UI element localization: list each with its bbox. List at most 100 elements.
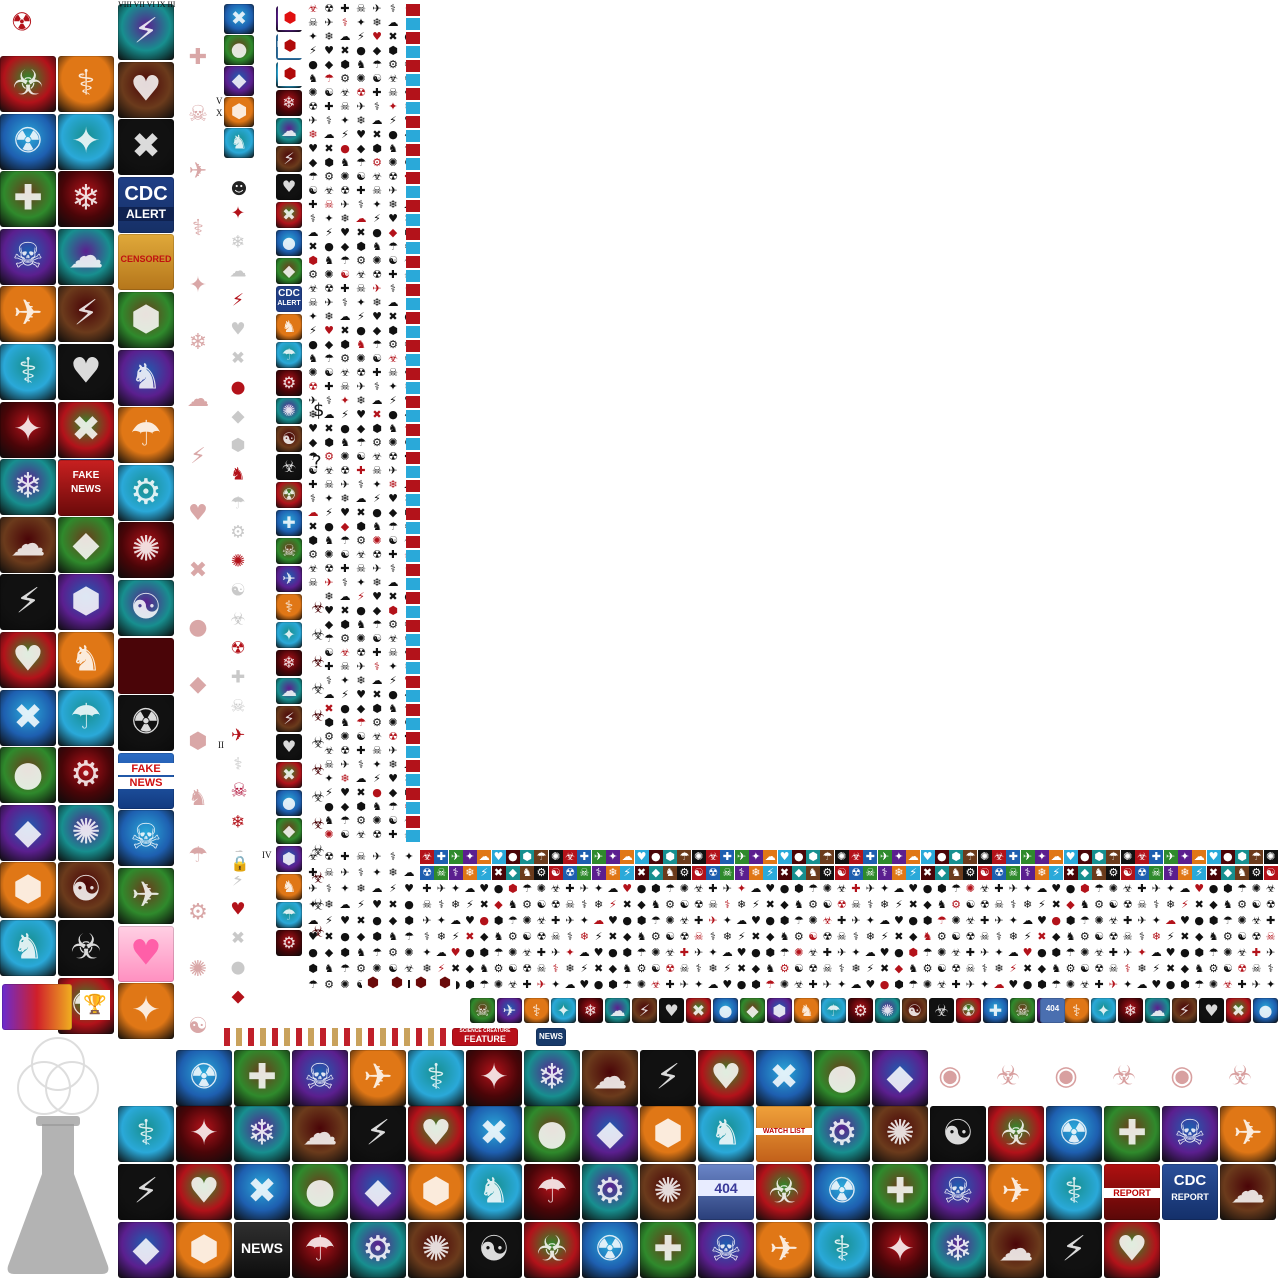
dna-symbol-icon: ✖: [356, 914, 366, 927]
dollar-symbol-icon: ◆: [923, 898, 932, 911]
hazmat-suit-icon: ⚡: [350, 1106, 406, 1162]
question-symbol-icon: ☣: [979, 882, 990, 895]
corpse-icon: ❄: [234, 1106, 290, 1162]
mid-color-glyph: ☠: [475, 1000, 490, 1020]
mid-color-glyph: ✺: [880, 1000, 895, 1020]
mid-color-glyph: ●: [1258, 1000, 1273, 1020]
fake-newspaper-glyph: ✖: [13, 697, 43, 738]
boat-symbol-icon: ☣: [372, 170, 382, 183]
mini-color-icon: ✈: [276, 566, 302, 592]
biohazard-symbol-icon: ☣: [1108, 914, 1119, 927]
rat-symbol-icon: ☢: [536, 930, 547, 943]
rat-symbol-icon: ☠: [356, 282, 366, 295]
globe-badge-2-glyph: ◉: [1054, 1060, 1078, 1092]
heart-symbol-icon: ☠: [388, 646, 398, 659]
target-symbol-icon: ✚: [422, 882, 432, 895]
fist-glyph: ☂: [70, 697, 102, 738]
tooth-symbol-icon: ⬢: [372, 422, 382, 435]
mini-tile-icon: ⬢: [224, 97, 254, 127]
hand-symbol-icon: ✦: [388, 660, 398, 673]
timer-glyph: ☠: [710, 1229, 742, 1270]
rat-symbol-icon: ✖: [1022, 962, 1033, 975]
sanitizer-glyph: ✦: [131, 990, 161, 1031]
hand-symbol-icon: ♞: [356, 946, 366, 959]
bird-symbol-icon: ✺: [372, 254, 382, 267]
plane-symbol-icon: ⚕: [310, 492, 316, 505]
eye-symbol-icon: ⚡: [389, 394, 397, 407]
skull-symbol-icon: ☢: [324, 282, 334, 295]
hand-symbol-icon: ☯: [1120, 866, 1135, 880]
lightning-earth-icon: ✈: [1220, 1106, 1276, 1162]
biohazard-stack-glyph: ☣: [311, 922, 325, 941]
skull-symbol-icon: ⚙: [356, 814, 366, 827]
mid-color-icon: ☂: [821, 998, 846, 1023]
bird-symbol-icon: ⬢: [1051, 946, 1061, 959]
brain-symbol-icon: ☁: [1150, 946, 1162, 959]
earth-fire-glyph: ✺: [653, 1171, 683, 1212]
target-symbol-icon: ●: [1077, 850, 1092, 864]
dollar-symbol-icon: ☁: [993, 978, 1005, 991]
outline-mini-icon: ◆: [224, 983, 252, 1011]
dna-symbol-icon: ☣: [679, 914, 690, 927]
mini-strip-icon: [406, 788, 420, 800]
lab-flask-glyph: ☁: [68, 236, 104, 277]
question-symbol-icon: ❄: [372, 16, 382, 29]
mid-color-glyph: ❄: [583, 1000, 598, 1020]
dna-symbol-icon: ⚕: [838, 962, 845, 975]
biohazard-stack-icon: ☣: [306, 866, 330, 890]
tooth-symbol-icon: ☠: [979, 930, 990, 943]
tooth-symbol-icon: ◆: [1066, 898, 1075, 911]
dollar-symbol-icon: ☁: [1049, 850, 1064, 864]
plane-symbol-icon: ☢: [340, 464, 350, 477]
boat-symbol-icon: ✚: [356, 464, 366, 477]
mini-strip-icon: [406, 354, 420, 366]
globe-badge-icon: ◉: [928, 1054, 972, 1098]
skull-symbol-icon: ❄: [708, 962, 718, 975]
gorilla-glyph: ⬢: [652, 1113, 684, 1154]
demon-glow-icon: ☢: [814, 1164, 870, 1220]
mini-strip-icon: [406, 746, 420, 758]
dollar-symbol-icon: ✈: [372, 562, 382, 575]
hand-symbol-icon: ✦: [388, 100, 398, 113]
volcano-plane-glyph: ✚: [1117, 1113, 1147, 1154]
olympic-rings-glyph: ✈: [131, 875, 161, 916]
lungs-symbol-icon: ☂: [1222, 914, 1233, 927]
briefcase-icon: ✈: [988, 1164, 1044, 1220]
lock-symbol-icon: ❄: [340, 492, 350, 505]
mini-strip-icon: [406, 340, 420, 352]
mid-color-icon: ☠: [470, 998, 495, 1023]
target-symbol-icon: ●: [1194, 914, 1204, 927]
rat-symbol-icon: ☠: [324, 866, 334, 879]
soldiers-icon: ⚙: [58, 747, 114, 804]
bird-symbol-icon: ✈: [324, 576, 334, 589]
bird-symbol-icon: ✈: [1020, 850, 1035, 864]
outline-symbol-glyph: ✺: [188, 957, 208, 982]
mini-color-icon: ☁: [276, 678, 302, 704]
spiral-glyph: ♥: [1116, 1229, 1148, 1270]
lungs-symbol-icon: ☂: [479, 978, 490, 991]
mid-color-icon: ✦: [551, 998, 576, 1023]
tooth-symbol-icon: ☣: [324, 184, 334, 197]
mini-color-glyph: ☂: [281, 345, 297, 364]
biohazard-glow-icon: ♥: [58, 344, 114, 400]
graduation-cap-icon: ⚙: [308, 548, 318, 561]
biohazard-stack-glyph: ☣: [311, 787, 325, 806]
heart-symbol-icon: ☠: [388, 86, 398, 99]
bird-symbol-icon: ⬢: [650, 882, 661, 895]
fake-newspaper-icon: ✖: [0, 689, 56, 746]
mini-color-icon: ☢: [276, 482, 302, 508]
target-symbol-icon: ❄: [1034, 866, 1049, 880]
brain-symbol-icon: ✺: [548, 850, 563, 864]
mini-tile-glyph: ◆: [231, 69, 247, 92]
dollar-symbol-icon: ☁: [339, 590, 351, 603]
cdc-report-subtitle: REPORT: [1171, 1192, 1209, 1202]
target-symbol-icon: ✦: [340, 882, 350, 895]
skull-symbol-icon: ❄: [422, 962, 432, 975]
brain-symbol-icon: ⚙: [388, 338, 398, 351]
ape-mask-icon: ◆: [582, 1106, 638, 1162]
outline-symbol-glyph: ☂: [188, 843, 208, 868]
lock-face-glyph: ☣: [768, 1171, 800, 1212]
eye-symbol-icon: ✖: [1051, 898, 1061, 911]
mid-color-glyph: ❄: [1123, 1000, 1138, 1020]
lungs-symbol-icon: ☂: [820, 850, 835, 864]
